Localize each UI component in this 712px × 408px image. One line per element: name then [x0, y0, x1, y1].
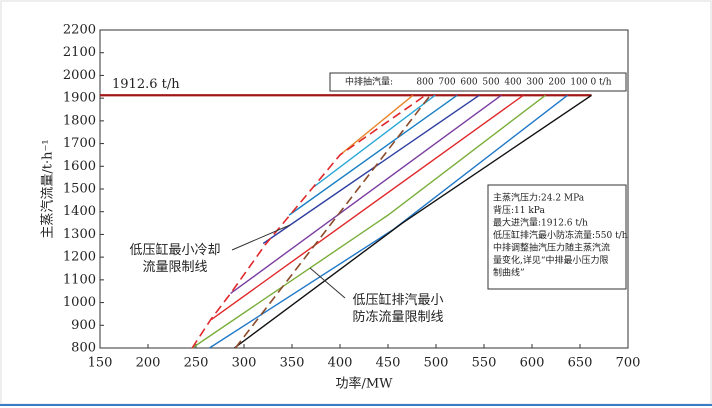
y-tick-label: 1000: [63, 295, 96, 310]
x-tick-label: 200: [136, 356, 161, 371]
x-tick-label: 350: [280, 356, 305, 371]
x-tick-label: 550: [472, 356, 497, 371]
info-line: 背压:11 kPa: [493, 204, 545, 216]
y-tick-label: 1100: [63, 272, 96, 287]
series-line: [191, 94, 546, 349]
y-tick-label: 1400: [63, 204, 96, 219]
legend-title: 中排抽汽量:: [345, 76, 393, 88]
info-line: 制曲线”: [493, 267, 525, 279]
y-tick-label: 1600: [63, 159, 96, 174]
info-line: 主蒸汽压力:24.2 MPa: [493, 192, 585, 204]
legend-label: 100: [570, 78, 587, 88]
x-tick-label: 600: [520, 356, 545, 371]
series-line: [313, 94, 436, 188]
limit-annotation: 低压缸排汽最小防冻流量限制线: [352, 292, 443, 325]
info-line: 低压缸排汽最小防冻流量:550 t/h: [493, 229, 628, 241]
info-line: 最大进汽量:1912.6 t/h: [493, 217, 588, 229]
legend-label: 700: [438, 78, 455, 88]
y-tick-label: 1900: [63, 91, 96, 106]
y-tick-label: 1800: [63, 113, 96, 128]
y-tick-label: 1300: [63, 227, 96, 242]
max-flow-label: 1912.6 t/h: [112, 77, 180, 92]
info-line: 量变化,详见“中排最小压力限: [493, 254, 608, 266]
legend-label: 500: [482, 78, 499, 88]
x-tick-label: 250: [184, 356, 209, 371]
limit-line: [234, 94, 431, 349]
y-tick-label: 1500: [63, 182, 96, 197]
x-tick-label: 500: [424, 356, 449, 371]
legend-label: 400: [504, 78, 521, 88]
y-tick-label: 2100: [63, 45, 96, 60]
x-tick-label: 300: [232, 356, 257, 371]
y-axis-label: 主蒸汽流量/t·h⁻¹: [41, 139, 56, 238]
series-line: [262, 94, 480, 245]
y-tick-label: 1200: [63, 250, 96, 265]
annotation-leader: [309, 267, 346, 299]
legend-box: [329, 72, 627, 92]
legend-label: 600: [460, 78, 477, 88]
legend-label: 800: [416, 78, 433, 88]
y-tick-label: 2000: [63, 68, 96, 83]
series-line: [233, 94, 592, 349]
series-line: [339, 94, 414, 156]
y-tick-label: 900: [71, 318, 96, 333]
x-tick-label: 400: [328, 356, 353, 371]
series-line: [288, 94, 458, 216]
x-tick-label: 650: [568, 356, 593, 371]
x-tick-label: 700: [616, 356, 641, 371]
series-line: [230, 94, 502, 295]
y-tick-label: 1700: [63, 136, 96, 151]
x-tick-label: 150: [88, 356, 113, 371]
y-tick-label: 2200: [63, 23, 96, 38]
legend-label: 300: [526, 78, 543, 88]
limit-annotation: 低压缸最小冷却流量限制线: [129, 242, 220, 275]
x-tick-label: 450: [376, 356, 401, 371]
legend-label: 200: [548, 78, 565, 88]
y-tick-label: 800: [71, 341, 96, 356]
series-line: [210, 94, 524, 321]
legend-label: 0 t/h: [590, 78, 611, 88]
info-box: [487, 184, 627, 290]
info-line: 中排调整抽汽压力随主蒸汽流: [493, 242, 610, 254]
annotation-leader: [231, 224, 291, 251]
limit-line: [191, 94, 426, 349]
x-axis-label: 功率/MW: [335, 376, 393, 392]
